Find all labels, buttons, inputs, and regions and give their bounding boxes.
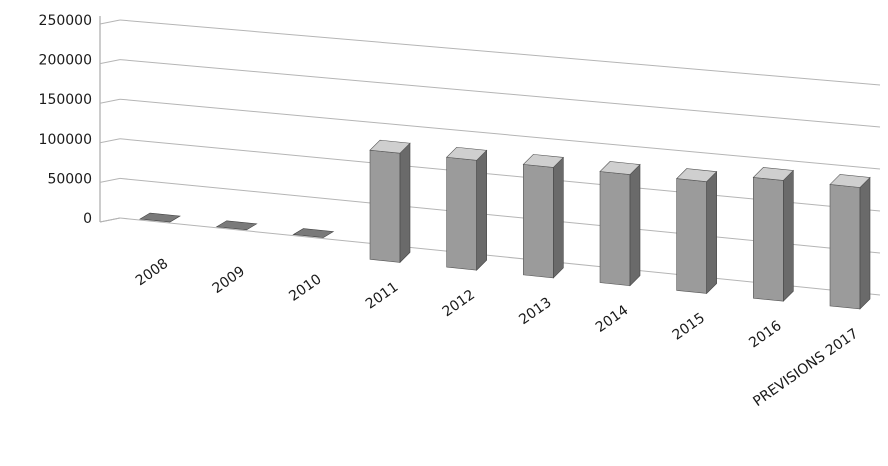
x-tick-label: 2015 bbox=[670, 310, 708, 344]
bar-front bbox=[676, 178, 707, 294]
bar bbox=[292, 228, 335, 238]
bar-top bbox=[369, 139, 411, 154]
bar-side bbox=[553, 156, 564, 279]
x-tick-label: 2013 bbox=[516, 295, 554, 329]
gridline bbox=[119, 98, 881, 170]
bar-floor-tile bbox=[215, 220, 258, 231]
bar-side bbox=[629, 163, 641, 287]
bar-front bbox=[523, 164, 554, 279]
x-tick-label: 2011 bbox=[363, 279, 401, 313]
bar bbox=[446, 146, 488, 271]
bar-front bbox=[753, 177, 784, 302]
bar-front bbox=[446, 156, 477, 271]
bar-top bbox=[599, 161, 641, 175]
gridlines bbox=[99, 16, 881, 296]
y-tick-label: 0 bbox=[83, 211, 92, 227]
y-tick-label: 250000 bbox=[39, 13, 92, 29]
bar-top bbox=[522, 154, 564, 168]
x-tick-label: 2009 bbox=[210, 263, 248, 297]
bar-side bbox=[859, 176, 871, 310]
bar bbox=[599, 161, 641, 287]
gridline bbox=[119, 59, 881, 128]
bar-front bbox=[599, 171, 631, 287]
bar-front bbox=[829, 184, 861, 310]
bar-front bbox=[369, 149, 401, 263]
gridline bbox=[119, 19, 881, 86]
bar-side bbox=[399, 142, 411, 264]
bar bbox=[522, 154, 564, 279]
bar-floor-tile bbox=[139, 212, 181, 223]
x-tick-label: 2012 bbox=[440, 287, 478, 321]
y-tick-label: 100000 bbox=[39, 132, 92, 148]
gridline-side bbox=[99, 177, 121, 183]
x-tick-label: 2010 bbox=[286, 271, 324, 305]
bar bbox=[215, 220, 258, 231]
gridline-side bbox=[99, 19, 121, 25]
gridline-side bbox=[99, 138, 121, 144]
y-axis-ticks: 0 50000 100000 150000 200000 250000 bbox=[39, 13, 92, 227]
bar bbox=[752, 167, 794, 302]
y-tick-label: 200000 bbox=[39, 53, 92, 69]
bar bbox=[676, 168, 718, 295]
y-tick-label: 50000 bbox=[47, 171, 92, 187]
x-tick-label: 2014 bbox=[593, 302, 631, 336]
bar bbox=[829, 174, 871, 310]
bar-top bbox=[752, 167, 794, 181]
bar-top bbox=[676, 168, 718, 182]
bar bbox=[139, 212, 181, 223]
gridline-side bbox=[99, 98, 121, 104]
bar-top bbox=[446, 146, 488, 161]
bar-floor-tile bbox=[292, 228, 335, 238]
gridline-side bbox=[99, 59, 121, 65]
bar-side bbox=[783, 169, 794, 302]
gridline-side bbox=[99, 217, 121, 223]
bars bbox=[139, 139, 871, 310]
y-tick-label: 150000 bbox=[39, 92, 92, 108]
bar-side bbox=[706, 170, 717, 295]
x-axis-ticks: 2008 2009 2010 2011 2012 2013 2014 2015 2016PREV… bbox=[133, 256, 861, 410]
bar-top bbox=[829, 174, 871, 188]
x-tick-label: 2008 bbox=[133, 256, 171, 290]
bar-side bbox=[476, 149, 487, 271]
bar bbox=[369, 139, 411, 264]
x-tick-label: 2016 bbox=[746, 318, 784, 352]
